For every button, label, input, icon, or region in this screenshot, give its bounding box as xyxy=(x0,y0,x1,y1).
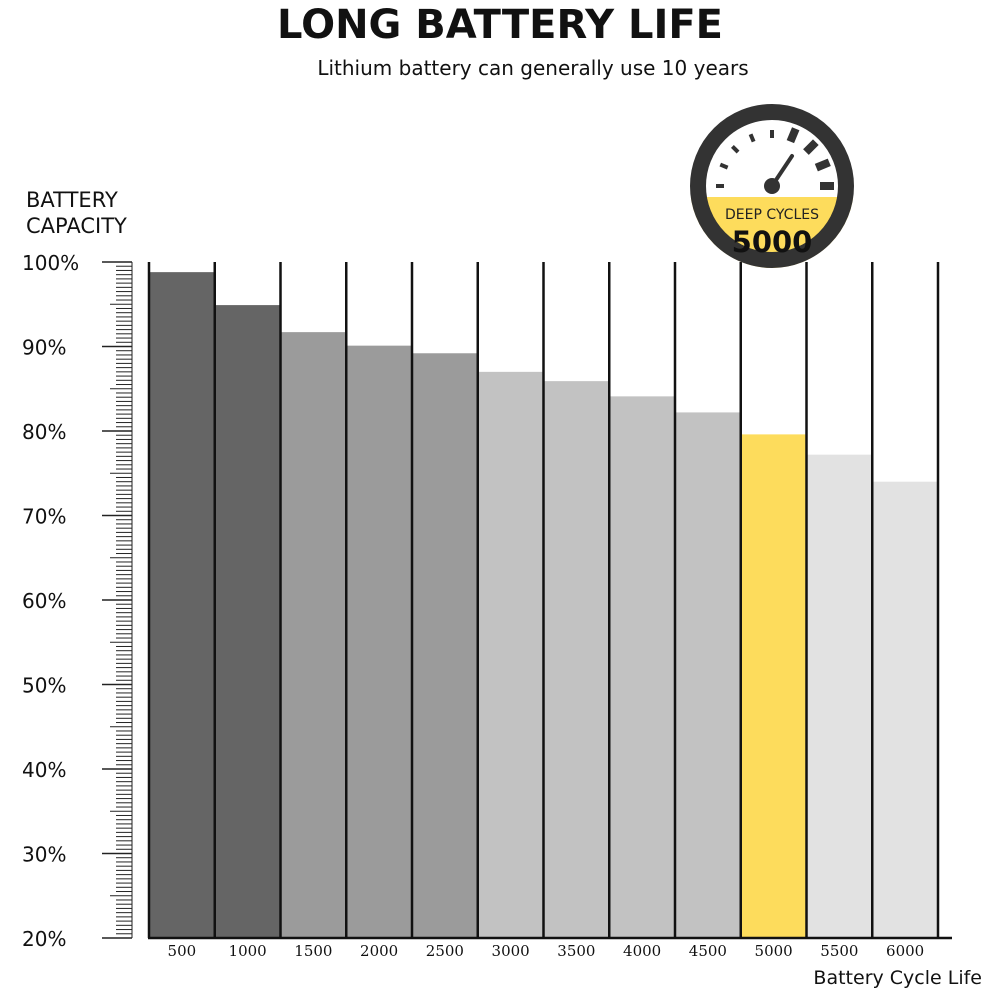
x-tick-label-1000: 1000 xyxy=(229,942,267,960)
bar-1000 xyxy=(214,305,281,939)
x-tick-label-4500: 4500 xyxy=(689,942,727,960)
x-tick-label-4000: 4000 xyxy=(623,942,661,960)
x-tick-label-2000: 2000 xyxy=(360,942,398,960)
speedometer-icon xyxy=(716,127,834,194)
x-tick-label-2500: 2500 xyxy=(426,942,464,960)
bar-2500 xyxy=(412,353,478,938)
chart-subtitle: Lithium battery can generally use 10 yea… xyxy=(317,56,749,80)
y-tick-label-30: 30% xyxy=(22,843,66,867)
y-axis-label: BATTERY CAPACITY xyxy=(26,187,127,239)
x-tick-label-3500: 3500 xyxy=(557,942,595,960)
bar-5000 xyxy=(740,434,807,938)
bar-4500 xyxy=(675,412,741,938)
bar-6000 xyxy=(872,481,938,938)
bars-group xyxy=(149,272,938,939)
bar-500 xyxy=(149,272,215,938)
gauge-hub xyxy=(764,178,780,194)
deep-cycles-badge: DEEP CYCLES 5000 xyxy=(690,104,854,268)
y-tick-label-90: 90% xyxy=(22,336,66,360)
x-tick-labels: 500 1000 1500 2000 2500 3000 3500 4000 4500 5000 5… xyxy=(168,942,925,960)
bar-dividers xyxy=(147,262,940,938)
gauge-tick xyxy=(730,144,740,154)
bar-4000 xyxy=(609,396,675,939)
x-tick-label-3000: 3000 xyxy=(492,942,530,960)
bar-3000 xyxy=(477,371,544,939)
gauge-tick xyxy=(803,139,819,155)
y-tick-label-40: 40% xyxy=(22,758,66,782)
bar-2000 xyxy=(346,345,412,938)
badge-value: 5000 xyxy=(732,225,813,259)
y-tick-label-100: 100% xyxy=(22,251,79,275)
x-tick-label-1500: 1500 xyxy=(294,942,332,960)
chart-title: LONG BATTERY LIFE xyxy=(277,2,723,48)
y-tick-label-70: 70% xyxy=(22,505,66,529)
gauge-tick xyxy=(786,127,800,144)
x-tick-label-6000: 6000 xyxy=(886,942,924,960)
y-tick-labels: 100% 90% 80% 70% 60% 50% 40% 30% 20% xyxy=(22,251,79,951)
x-axis-label: Battery Cycle Life xyxy=(813,967,982,989)
x-tick-label-5500: 5500 xyxy=(820,942,858,960)
y-axis-label-line-1: BATTERY xyxy=(26,188,118,212)
y-tick-label-80: 80% xyxy=(22,420,66,444)
y-tick-label-60: 60% xyxy=(22,589,66,613)
y-tick-label-20: 20% xyxy=(22,927,66,951)
gauge-tick xyxy=(814,158,831,172)
y-tick-label-50: 50% xyxy=(22,674,66,698)
y-axis-ruler xyxy=(102,261,133,939)
gauge-tick xyxy=(748,133,756,143)
bar-3500 xyxy=(543,381,610,938)
badge-ring xyxy=(690,104,854,268)
badge-label: DEEP CYCLES xyxy=(725,207,819,223)
x-tick-label-5000: 5000 xyxy=(755,942,793,960)
y-axis-label-line-2: CAPACITY xyxy=(26,214,127,238)
x-tick-label-500: 500 xyxy=(168,942,197,960)
bar-5500 xyxy=(806,454,873,938)
bar-1500 xyxy=(280,332,347,938)
gauge-tick xyxy=(719,162,729,170)
